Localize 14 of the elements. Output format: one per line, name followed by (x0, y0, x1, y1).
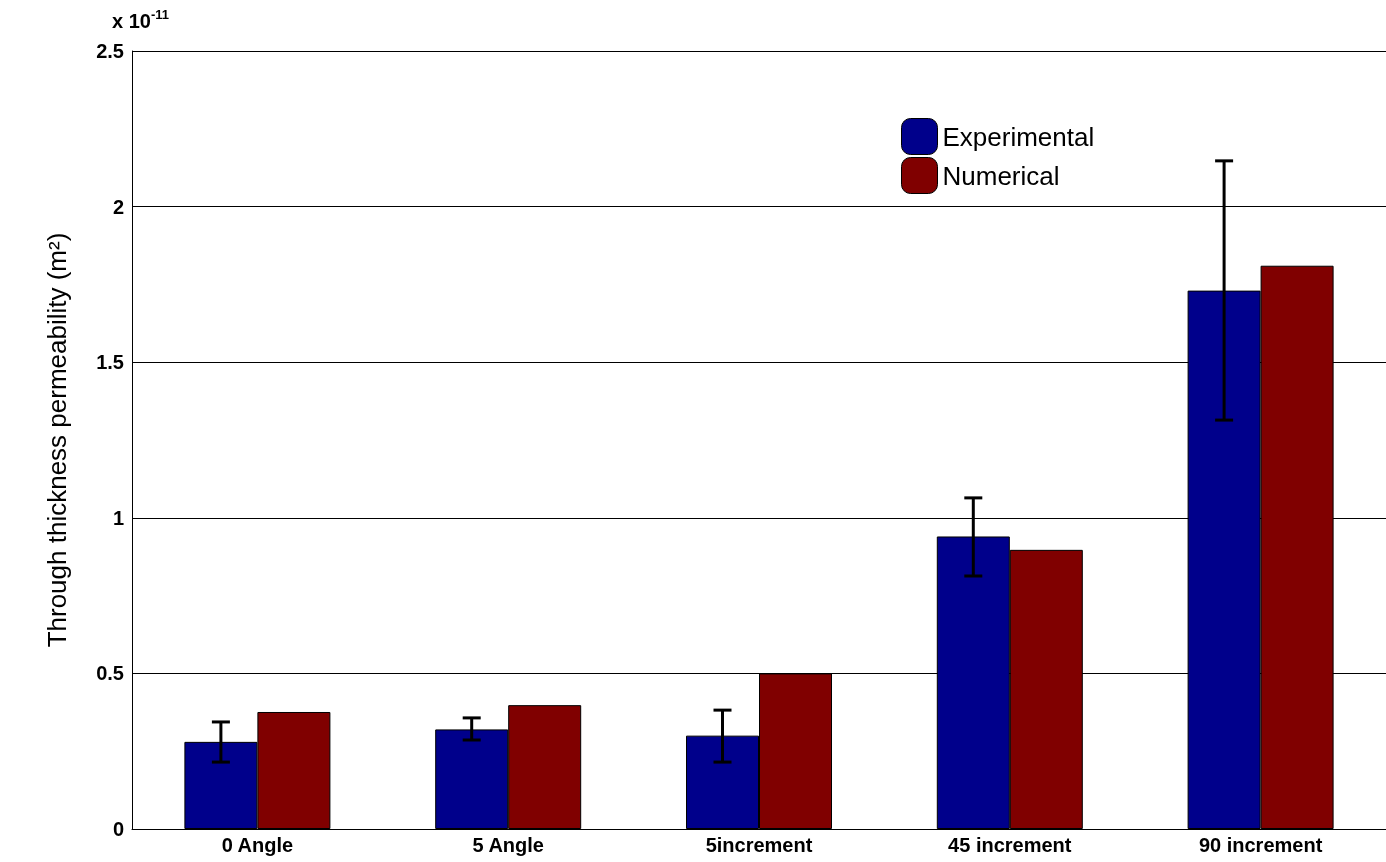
legend-label: Experimental (942, 121, 1095, 152)
x-tick-label: 5 Angle (472, 834, 544, 856)
y-tick-label: 2 (112, 195, 124, 218)
x-tick-label: 90 increment (1198, 834, 1323, 856)
y-tick-label: 1 (112, 506, 124, 529)
y-tick-label: 0.5 (96, 662, 124, 685)
x-tick-label: 5increment (705, 834, 813, 856)
y-tick-label: 2.5 (96, 40, 124, 62)
y-tick-label: 0 (112, 818, 124, 840)
legend-label: Numerical (942, 160, 1060, 191)
y-tick-label: 1.5 (96, 351, 124, 374)
x-tick-label: 0 Angle (221, 834, 294, 856)
x-tick-label: 45 increment (948, 834, 1072, 856)
y-axis-title: Through thickness permeability (m²) (42, 232, 72, 648)
